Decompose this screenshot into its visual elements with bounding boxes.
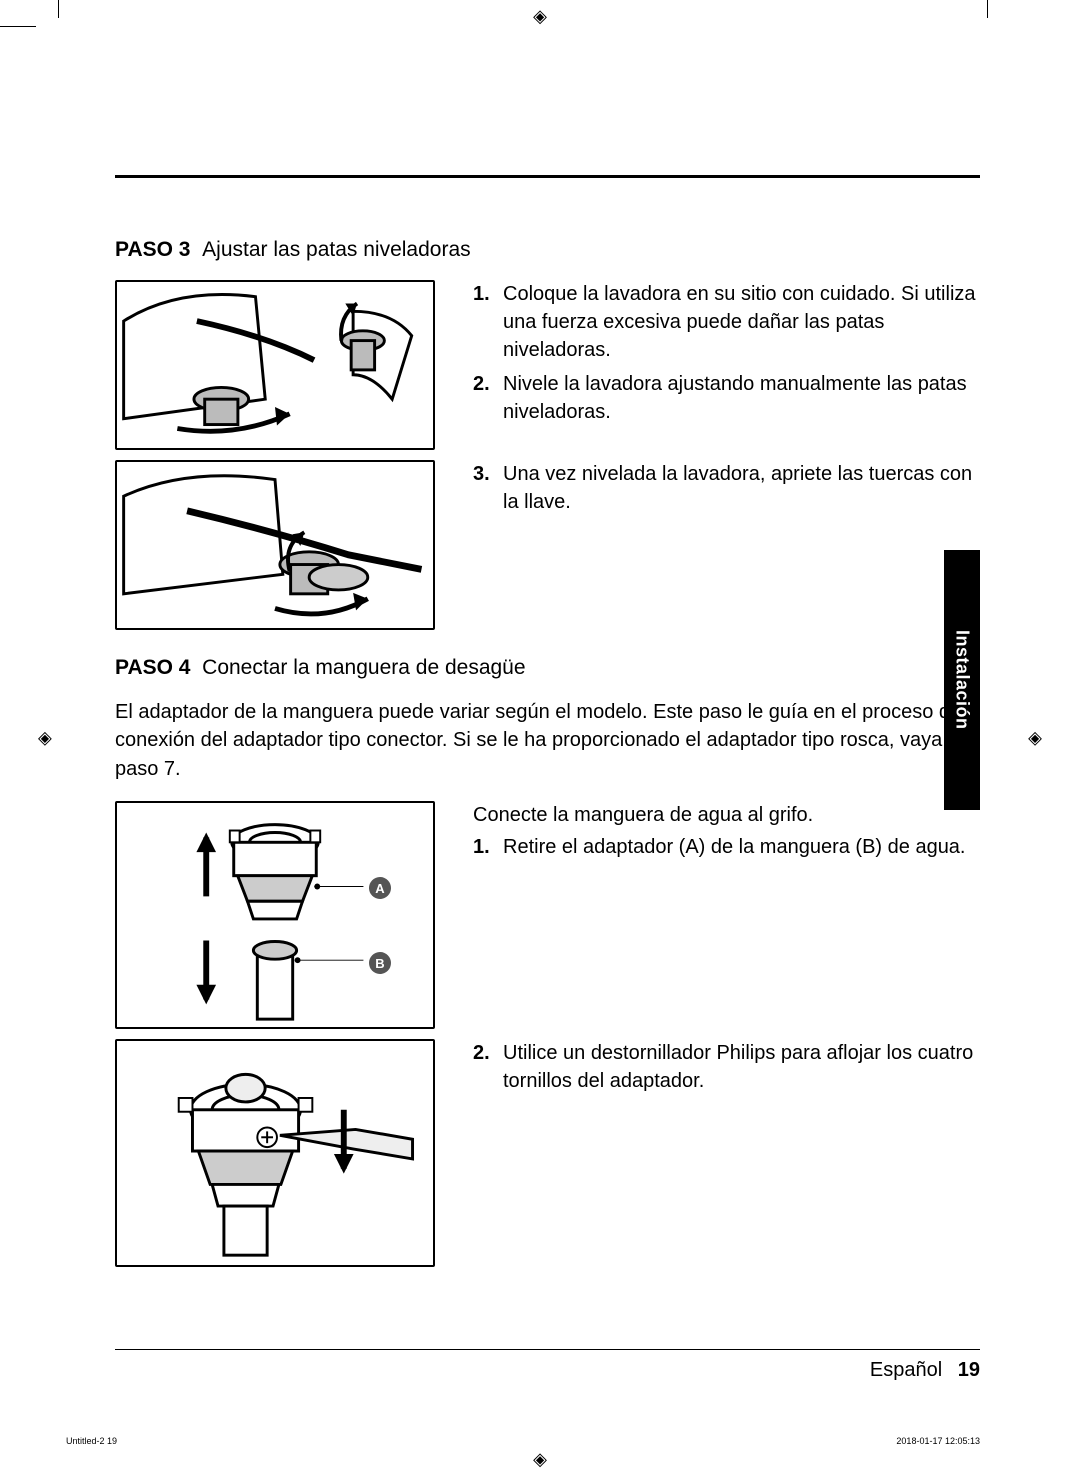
page-content: PASO 3 Ajustar las patas niveladoras	[115, 180, 980, 1376]
list-item: 2.Nivele la lavadora ajustando manualmen…	[473, 370, 980, 426]
registration-mark-icon: ◈	[533, 6, 547, 27]
list-text: Una vez nivelada la lavadora, apriete la…	[503, 460, 980, 516]
step4-row2: 2.Utilice un destornillador Philips para…	[115, 1039, 980, 1267]
step4-illustration-2	[115, 1039, 435, 1267]
step3-heading: PASO 3 Ajustar las patas niveladoras	[115, 238, 980, 262]
registration-mark-icon: ◈	[1028, 728, 1042, 749]
step3-text-1: 1.Coloque la lavadora en su sitio con cu…	[473, 280, 980, 450]
step4-lead: Conecte la manguera de agua al grifo.	[473, 801, 980, 829]
footer-language: Español	[870, 1359, 942, 1381]
page-footer: Español 19	[115, 1359, 980, 1382]
step4-row1: A B Conecte la manguera de agua al grifo…	[115, 801, 980, 1029]
step4-intro: El adaptador de la manguera puede variar…	[115, 698, 980, 783]
step3-row2: 3.Una vez nivelada la lavadora, apriete …	[115, 460, 980, 630]
list-item: 1. Retire el adaptador (A) de la manguera…	[473, 833, 980, 861]
registration-mark-icon: ◈	[38, 728, 52, 749]
step3-title: Ajustar las patas niveladoras	[196, 238, 470, 261]
step3-row1: 1.Coloque la lavadora en su sitio con cu…	[115, 280, 980, 450]
registration-mark-icon: ◈	[533, 1449, 547, 1470]
step4-title: Conectar la manguera de desagüe	[196, 656, 525, 679]
list-number: 1.	[473, 280, 493, 364]
step4-text-2: 2.Utilice un destornillador Philips para…	[473, 1039, 980, 1267]
step3-illustration-1	[115, 280, 435, 450]
list-text: Utilice un destornillador Philips para a…	[503, 1039, 980, 1095]
callout-b: B	[369, 952, 391, 974]
tighten-nuts-drawing-icon	[117, 462, 433, 628]
section-tab-label: Instalación	[952, 630, 973, 730]
list-text: Coloque la lavadora en su sitio con cuid…	[503, 280, 980, 364]
list-number: 2.	[473, 370, 493, 426]
list-item: 3.Una vez nivelada la lavadora, apriete …	[473, 460, 980, 516]
step4-heading: PASO 4 Conectar la manguera de desagüe	[115, 656, 980, 680]
list-item: 2.Utilice un destornillador Philips para…	[473, 1039, 980, 1095]
section-tab: Instalación	[944, 550, 980, 810]
illustration-frame	[115, 280, 435, 450]
illustration-frame: A B	[115, 801, 435, 1029]
leveling-feet-drawing-icon	[117, 282, 433, 448]
list-text: Retire el adaptador (A) de la manguera (…	[503, 833, 966, 861]
print-meta-right: 2018-01-17 12:05:13	[896, 1436, 980, 1446]
screwdriver-adapter-drawing-icon	[117, 1041, 433, 1265]
adapter-hose-drawing-icon	[117, 803, 433, 1027]
step3-list-2: 3.Una vez nivelada la lavadora, apriete …	[473, 460, 980, 516]
step3-illustration-2	[115, 460, 435, 630]
step4-text-1: Conecte la manguera de agua al grifo. 1.…	[473, 801, 980, 1029]
list-text: Nivele la lavadora ajustando manualmente…	[503, 370, 980, 426]
step3-text-2: 3.Una vez nivelada la lavadora, apriete …	[473, 460, 980, 630]
step4-list-b: 2.Utilice un destornillador Philips para…	[473, 1039, 980, 1095]
step4-prefix: PASO 4	[115, 656, 190, 679]
list-number: 1.	[473, 833, 493, 861]
step4-illustration-1: A B	[115, 801, 435, 1029]
crop-mark	[0, 26, 36, 27]
crop-mark	[58, 0, 59, 18]
list-number: 2.	[473, 1039, 493, 1095]
bottom-rule	[115, 1349, 980, 1350]
illustration-frame	[115, 1039, 435, 1267]
list-item: 1.Coloque la lavadora en su sitio con cu…	[473, 280, 980, 364]
step4-list-a: 1. Retire el adaptador (A) de la manguera…	[473, 833, 980, 861]
top-rule	[115, 175, 980, 178]
list-number: 3.	[473, 460, 493, 516]
step3-prefix: PASO 3	[115, 238, 190, 261]
callout-a: A	[369, 877, 391, 899]
print-meta-left: Untitled-2 19	[66, 1436, 117, 1446]
footer-page: 19	[958, 1359, 980, 1381]
crop-mark	[987, 0, 988, 18]
step3-list-1: 1.Coloque la lavadora en su sitio con cu…	[473, 280, 980, 426]
illustration-frame	[115, 460, 435, 630]
